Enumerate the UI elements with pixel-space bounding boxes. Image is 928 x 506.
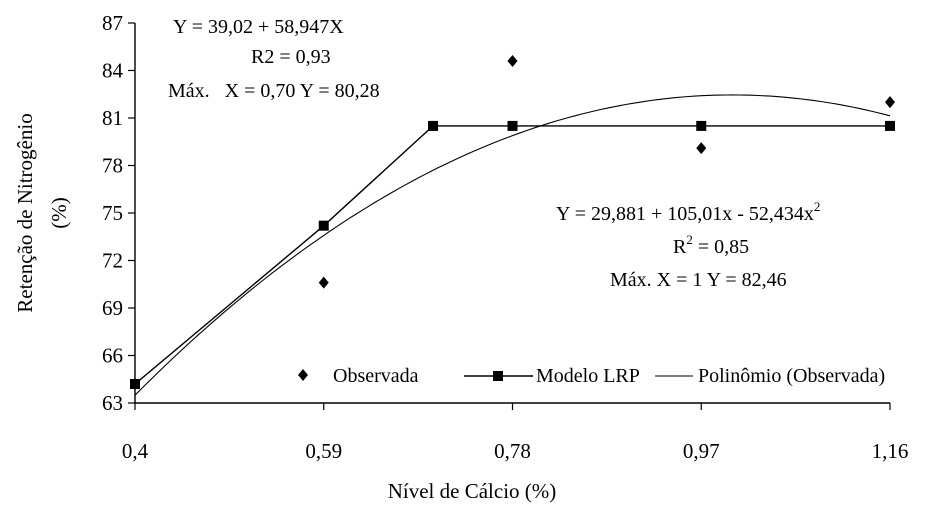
lrp-square-marker (696, 120, 707, 131)
observed-series (130, 55, 895, 390)
y-tick-label: 66 (102, 344, 123, 368)
observed-diamond-marker (696, 142, 707, 155)
poly-equation-superscript: 2 (814, 199, 821, 214)
poly-r2: R2 = 0,85 (673, 232, 749, 258)
polynomial-curve (134, 94, 891, 396)
y-tick-label: 69 (102, 296, 123, 320)
x-tick-label: 0,97 (683, 439, 720, 463)
y-tick-label: 75 (102, 201, 123, 225)
y-tick-label: 72 (102, 249, 123, 273)
lrp-square-marker (885, 120, 895, 131)
lrp-r2: R2 = 0,93 (251, 46, 331, 68)
legend-label-observada: Observada (333, 365, 419, 387)
x-tick-label: 0,78 (494, 439, 531, 463)
y-axis-title-line2: (%) (47, 197, 71, 228)
lrp-line (134, 125, 890, 385)
y-tick-label: 78 (102, 154, 123, 178)
lrp-model-series (130, 120, 895, 389)
lrp-equation: Y = 39,02 + 58,947X (173, 16, 344, 38)
legend-item-observada: Observada (298, 365, 419, 387)
legend-item-modelo-lrp: Modelo LRP (464, 365, 640, 387)
y-axis-title-line1: Retenção de Nitrogênio (13, 113, 37, 312)
observed-diamond-marker (130, 378, 140, 390)
observed-diamond-marker (885, 96, 895, 109)
observed-diamond-marker (507, 55, 518, 67)
y-ticks: 63 66 69 72 75 78 81 84 87 (102, 11, 135, 415)
lrp-square-marker (428, 120, 439, 131)
poly-max: Máx. X = 1 Y = 82,46 (610, 269, 787, 291)
poly-equation-annotation: Y = 29,881 + 105,01x - 52,434x2 R2 = 0,8… (556, 199, 820, 291)
poly-equation: Y = 29,881 + 105,01x - 52,434x2 (556, 199, 820, 225)
poly-equation-main: Y = 29,881 + 105,01x - 52,434x (556, 203, 814, 225)
x-tick-label: 0,59 (305, 439, 342, 463)
y-tick-label: 87 (102, 11, 123, 35)
legend-square-marker (493, 371, 503, 381)
lrp-equation-annotation: Y = 39,02 + 58,947X R2 = 0,93 Máx. X = 0… (168, 16, 380, 102)
lrp-square-marker (318, 220, 329, 231)
y-axis-unit: (%) (47, 197, 71, 228)
lrp-square-marker (507, 120, 518, 131)
x-ticks: 0,4 0,59 0,78 0,97 1,16 (122, 403, 909, 463)
observed-diamond-marker (318, 276, 329, 289)
poly-r2-rest: = 0,85 (693, 236, 749, 258)
legend-item-polinomio: Polinômio (Observada) (655, 365, 885, 387)
polynomial-curve-line (134, 94, 891, 396)
x-tick-label: 0,4 (122, 439, 149, 463)
lrp-max: Máx. X = 0,70 Y = 80,28 (168, 80, 380, 102)
legend-diamond-marker (298, 369, 308, 381)
legend-label-polinomio: Polinômio (Observada) (698, 365, 885, 387)
x-axis-title: Nível de Cálcio (%) (388, 479, 557, 503)
poly-r2-main: R (673, 236, 687, 258)
y-axis-title: Retenção de Nitrogênio (13, 113, 37, 312)
y-tick-label: 63 (102, 391, 123, 415)
x-tick-label: 1,16 (872, 439, 909, 463)
legend-label-modelo-lrp: Modelo LRP (536, 365, 640, 387)
y-tick-label: 81 (102, 106, 123, 130)
y-tick-label: 84 (102, 59, 124, 83)
poly-r2-superscript: 2 (686, 232, 693, 247)
legend: Observada Modelo LRP Polinômio (Observad… (298, 365, 885, 387)
